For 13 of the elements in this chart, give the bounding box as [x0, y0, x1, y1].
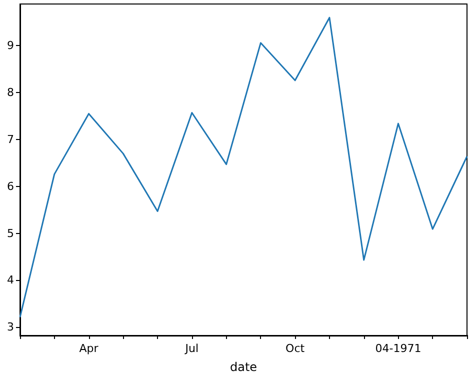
x-tick-label: Jul — [184, 342, 199, 355]
y-tick-label: 4 — [7, 274, 14, 287]
y-tick-label: 9 — [7, 39, 14, 52]
line-series — [19, 16, 468, 318]
y-tick-label: 5 — [7, 226, 14, 240]
x-axis-title: date — [230, 360, 258, 374]
y-tick-label: 6 — [7, 180, 14, 193]
y-tick-label: 3 — [7, 320, 14, 334]
x-tick-label: Oct — [286, 342, 306, 355]
x-tick-label: 04-1971 — [375, 342, 422, 355]
y-tick-label: 7 — [7, 132, 14, 146]
y-tick-label: 8 — [7, 86, 14, 100]
x-tick-label: Apr — [79, 342, 99, 355]
